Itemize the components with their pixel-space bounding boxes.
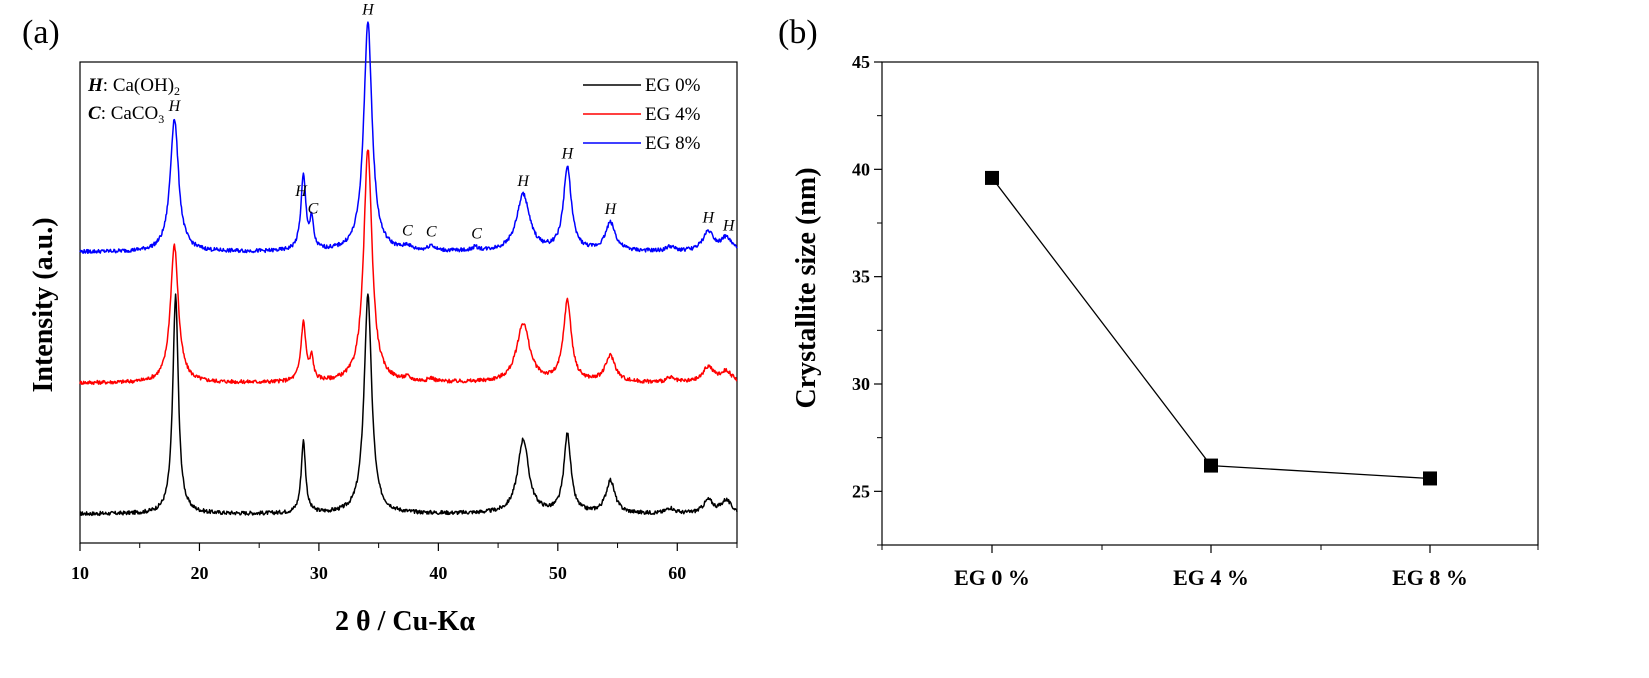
- crystallite-y-tick-label: 30: [852, 374, 870, 394]
- crystallite-axes: 25 30 35 40 45 EG 0 % EG 4 % EG 8 %: [852, 52, 1539, 590]
- panel-a-label: (a): [22, 14, 60, 51]
- crystallite-x-tick-label: EG 4 %: [1173, 565, 1249, 590]
- peak-label: H: [604, 201, 618, 218]
- peak-label: C: [426, 223, 437, 240]
- xrd-x-axis-label: 2 θ / Cu-Kα: [335, 606, 475, 637]
- crystallite-y-axis-label: Crystallite size (nm): [791, 167, 822, 408]
- xrd-legend: EG 0% EG 4% EG 8%: [583, 75, 701, 154]
- peak-label: H: [294, 183, 308, 200]
- peak-label: C: [471, 226, 482, 243]
- phase-key-c-subscript: 3: [158, 112, 164, 126]
- xrd-series-line: [79, 293, 738, 517]
- xrd-x-tick-label: 10: [71, 563, 89, 583]
- phase-key: H: Ca(OH)2 C: CaCO3: [87, 75, 180, 126]
- crystallite-y-tick-label: 25: [852, 481, 870, 501]
- legend-label: EG 0%: [645, 75, 701, 96]
- xrd-plot-frame: [79, 61, 738, 544]
- xrd-x-tick-label: 60: [668, 563, 686, 583]
- peak-label: H: [561, 146, 575, 163]
- crystallite-y-tick-label: 40: [852, 159, 870, 179]
- peak-label: C: [402, 222, 413, 239]
- peak-label: C: [308, 201, 319, 218]
- xrd-series-line: [79, 149, 738, 386]
- xrd-x-tick-label: 50: [549, 563, 567, 583]
- panel-b-label: (b): [778, 14, 818, 51]
- peak-label: H: [168, 98, 182, 115]
- phase-key-separator: :: [103, 75, 113, 96]
- xrd-x-ticks: 10 20 30 40 50 60: [71, 543, 738, 583]
- crystallite-marker: [985, 170, 999, 185]
- phase-key-h: H: Ca(OH)2: [87, 75, 180, 98]
- xrd-x-tick-label: 20: [190, 563, 208, 583]
- crystallite-line: [991, 177, 1431, 480]
- xrd-x-tick-label: 40: [429, 563, 447, 583]
- crystallite-chart: (b) 25 30 35 40 45 EG 0 % EG 4 % EG 8 % Crystal…: [778, 14, 1539, 590]
- phase-key-h-symbol: H: [87, 75, 104, 96]
- phase-key-c-formula: CaCO: [111, 103, 159, 124]
- phase-key-c-symbol: C: [88, 103, 101, 124]
- peak-label: H: [516, 173, 530, 190]
- crystallite-plot-frame: [881, 61, 1539, 546]
- peak-label: H: [702, 209, 716, 226]
- crystallite-marker: [1423, 471, 1437, 486]
- phase-key-h-formula: Ca(OH): [113, 75, 174, 96]
- crystallite-y-tick-label: 35: [852, 267, 870, 287]
- crystallite-marker: [1204, 458, 1218, 473]
- crystallite-x-tick-label: EG 8 %: [1392, 565, 1468, 590]
- xrd-series: [79, 21, 738, 517]
- peak-label: H: [722, 217, 736, 234]
- xrd-x-tick-label: 30: [310, 563, 328, 583]
- phase-key-h-subscript: 2: [174, 84, 180, 98]
- phase-key-c: C: CaCO3: [88, 103, 164, 126]
- crystallite-x-tick-label: EG 0 %: [954, 565, 1030, 590]
- xrd-y-axis-label: Intensity (a.u.): [28, 217, 59, 392]
- crystallite-series: [985, 170, 1437, 486]
- legend-label: EG 8%: [645, 133, 701, 154]
- crystallite-y-tick-label: 45: [852, 52, 870, 72]
- xrd-series-line: [79, 21, 738, 254]
- legend-label: EG 4%: [645, 104, 701, 125]
- peak-label: H: [361, 2, 375, 19]
- phase-key-separator: :: [101, 103, 111, 124]
